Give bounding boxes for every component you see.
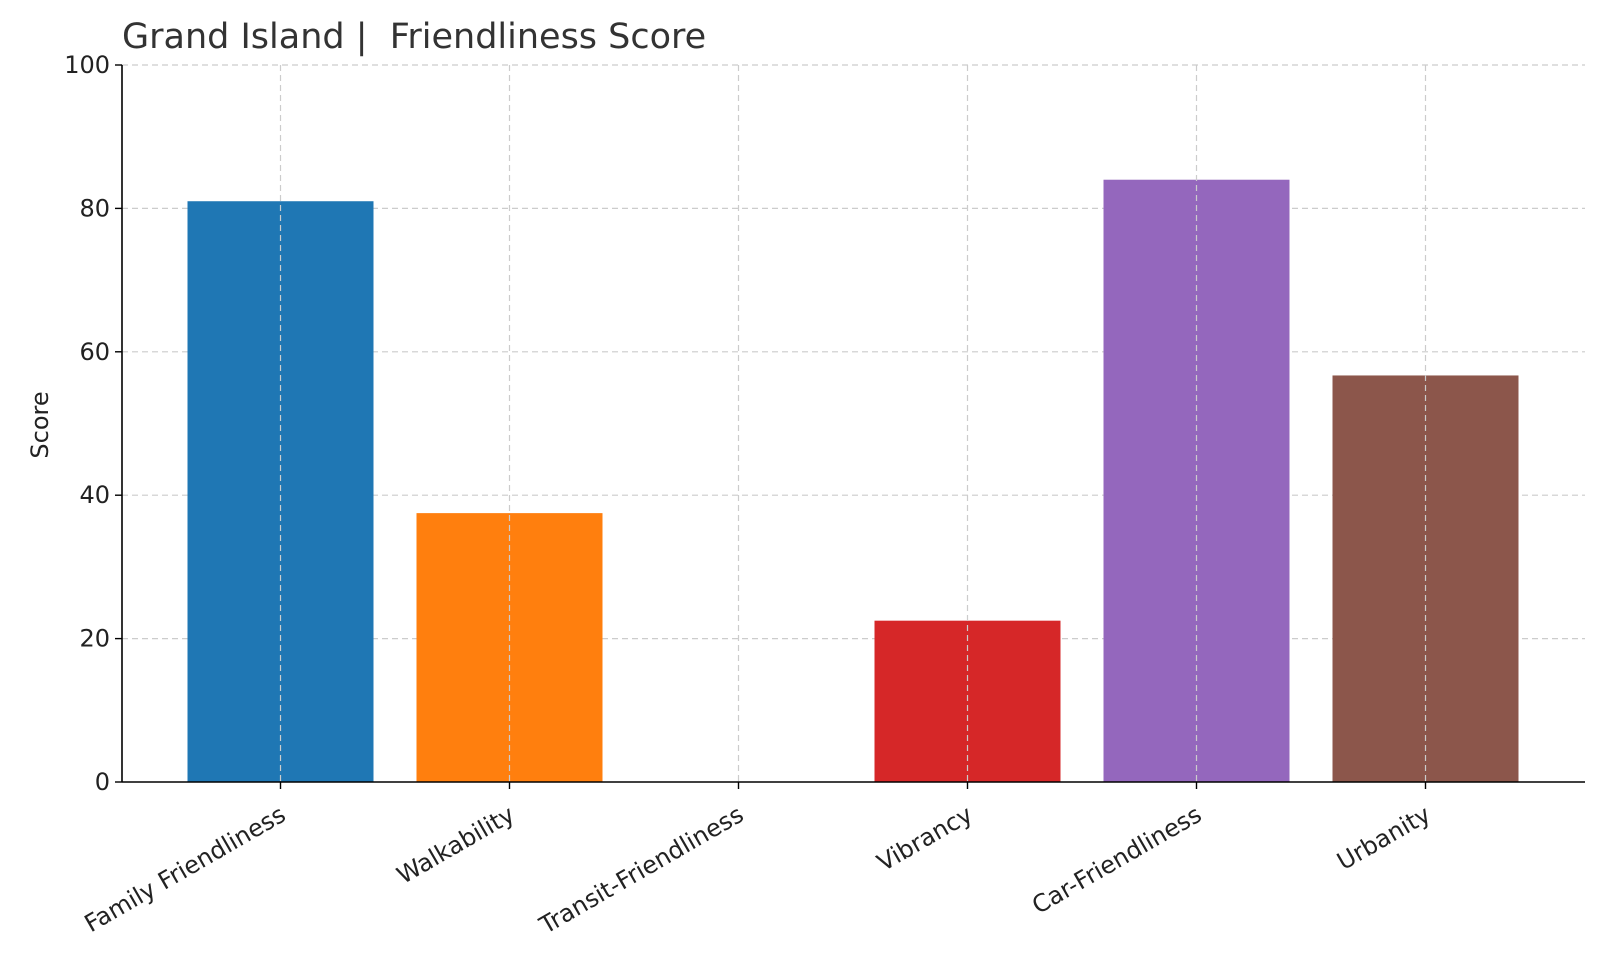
y-tick-label: 80: [79, 194, 110, 222]
y-tick-label: 60: [79, 338, 110, 366]
bars: [187, 65, 1519, 783]
x-tick-label: Car-Friendliness: [1027, 800, 1206, 920]
chart-title: Grand Island | Friendliness Score: [122, 17, 707, 57]
x-tick-label: Vibrancy: [872, 800, 977, 877]
y-tick-label: 100: [64, 51, 110, 79]
y-tick-label: 40: [79, 481, 110, 509]
x-tick-label: Family Friendliness: [80, 800, 291, 938]
y-tick-label: 20: [79, 625, 110, 653]
x-tick-label: Urbanity: [1332, 800, 1435, 876]
x-tick-label: Transit-Friendliness: [534, 800, 748, 940]
axes: [115, 64, 1585, 789]
x-tick-label: Walkability: [392, 800, 519, 890]
y-tick-label: 0: [95, 768, 110, 796]
